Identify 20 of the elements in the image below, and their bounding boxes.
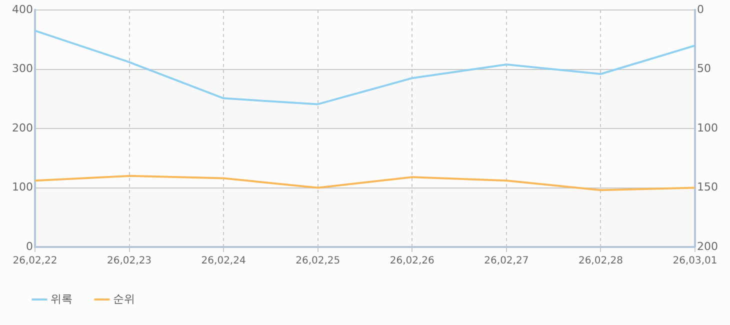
y-tick-label: 0 <box>26 240 33 253</box>
legend-label: 위록 <box>50 292 72 306</box>
x-tick-label: 26,02,23 <box>107 256 152 267</box>
y2-tick-label: 150 <box>697 180 718 194</box>
x-tick-label: 26,02,27 <box>484 256 529 267</box>
y-tick-label: 200 <box>12 121 33 134</box>
y-tick-label: 400 <box>12 2 33 16</box>
y-tick-label: 300 <box>12 62 33 76</box>
x-tick-label: 26,02,28 <box>578 256 623 267</box>
x-tick-label: 26,02,24 <box>201 256 246 267</box>
x-tick-label: 26,02,25 <box>296 256 340 267</box>
y2-tick-label: 100 <box>697 121 718 134</box>
x-tick-label: 26,02,22 <box>12 256 58 267</box>
x-tick-label: 26,02,26 <box>390 256 434 267</box>
y2-tick-label: 0 <box>697 2 704 16</box>
x-tick-label: 26,03,01 <box>672 256 718 267</box>
y2-tick-label: 200 <box>697 240 718 253</box>
legend-label: 순위 <box>113 292 135 306</box>
y2-tick-label: 50 <box>697 62 712 76</box>
y-tick-label: 100 <box>12 180 33 194</box>
